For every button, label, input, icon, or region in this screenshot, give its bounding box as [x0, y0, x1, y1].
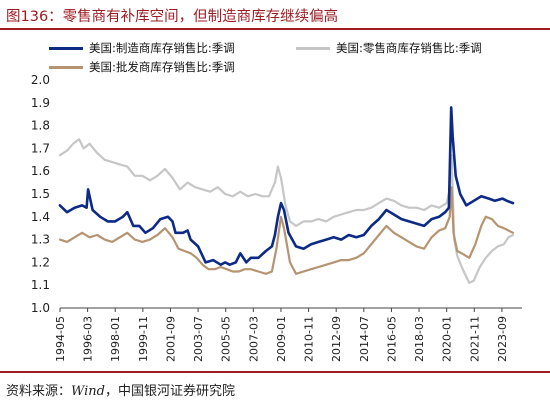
- y-tick-label: 1.4: [31, 210, 50, 224]
- x-tick-label: 2009-01: [275, 316, 288, 362]
- legend-swatch-wholesale: [49, 65, 83, 69]
- x-tick-label: 1999-11: [137, 316, 150, 362]
- y-tick-label: 1.5: [31, 187, 50, 201]
- legend-item-wholesale: 美国:批发商库存销售比:季调: [49, 59, 235, 75]
- x-tick-label: 2016-05: [385, 316, 398, 362]
- series-line-0: [58, 106, 515, 266]
- source-wind: Wind: [71, 384, 106, 399]
- y-tick-label: 1.3: [31, 233, 50, 247]
- source-rest: ，中国银河证券研究院: [105, 384, 236, 399]
- legend-label-manufacturing: 美国:制造商库存销售比:季调: [89, 41, 235, 55]
- x-tick-label: 2018-03: [413, 316, 426, 362]
- y-tick-label: 1.9: [31, 96, 50, 110]
- y-tick-label: 1.0: [31, 301, 50, 315]
- line-chart: 1.0 1.1 1.2 1.3 1.4 1.5 1.6 1.7 1.8 1.9 2.0 1994-05…: [31, 73, 522, 362]
- x-tick-label: 2010-11: [303, 316, 316, 362]
- series-line-2: [58, 186, 515, 275]
- x-tick-label: 2014-07: [358, 316, 371, 362]
- legend-item-manufacturing: 美国:制造商库存销售比:季调: [49, 40, 235, 56]
- legend-label-wholesale: 美国:批发商库存销售比:季调: [89, 60, 235, 74]
- x-tick-label: 2005-05: [220, 316, 233, 362]
- legend-swatch-manufacturing: [49, 46, 83, 50]
- x-tick-label: 2001-09: [164, 316, 177, 362]
- x-tick-label: 2007-03: [247, 316, 260, 362]
- x-tick-label: 2023-09: [496, 316, 509, 362]
- x-tick-label: 1994-05: [54, 316, 67, 362]
- footer-rule: [0, 371, 550, 373]
- x-tick-label: 1998-01: [109, 316, 122, 362]
- y-tick-label: 1.7: [31, 141, 50, 155]
- legend-label-retail: 美国:零售商库存销售比:季调: [336, 41, 482, 55]
- x-tick-label: 2003-07: [192, 316, 205, 362]
- x-tick-label: 2021-11: [468, 316, 481, 362]
- x-tick-label: 2012-09: [330, 316, 343, 362]
- source-note: 资料来源：Wind，中国银河证券研究院: [6, 380, 235, 399]
- y-tick-label: 1.8: [31, 119, 50, 133]
- legend-item-retail: 美国:零售商库存销售比:季调: [296, 40, 482, 56]
- chart-title: 图136：零售商有补库空间，但制造商库存继续偏高: [6, 9, 339, 25]
- legend-swatch-retail: [296, 46, 330, 50]
- y-tick-label: 1.2: [31, 255, 50, 269]
- y-tick-label: 1.1: [31, 278, 50, 292]
- source-label: 资料来源：: [6, 384, 72, 399]
- x-tick-label: 2020-01: [441, 316, 454, 362]
- y-tick-label: 1.6: [31, 164, 50, 178]
- title-rule: [0, 28, 550, 30]
- x-tick-label: 1996-03: [82, 316, 95, 362]
- y-tick-label: 2.0: [31, 73, 50, 87]
